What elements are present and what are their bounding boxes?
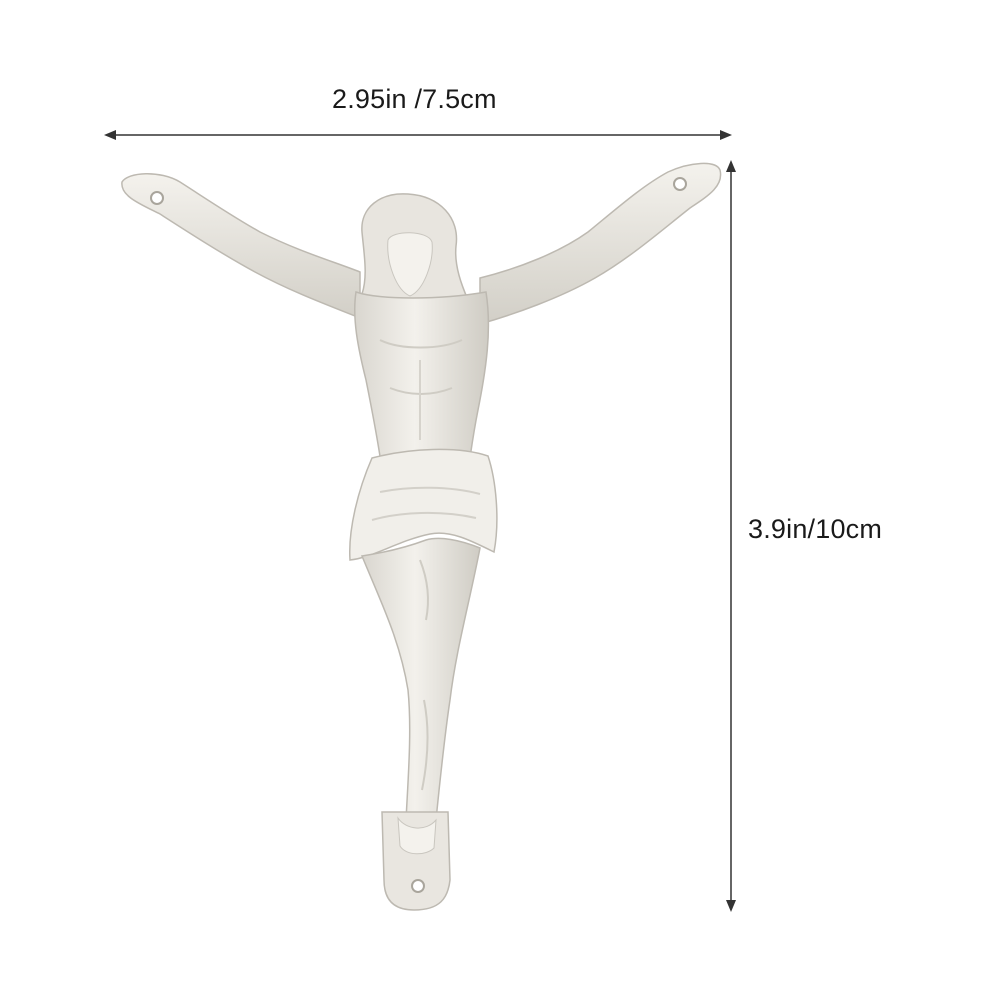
height-dimension-arrow xyxy=(726,160,736,912)
height-dimension-label: 3.9in/10cm xyxy=(748,514,883,544)
crucifix-head xyxy=(361,193,470,313)
crucifix-loincloth xyxy=(348,448,498,561)
crucifix-torso xyxy=(353,291,490,471)
width-dimension-arrow xyxy=(104,130,732,140)
crucifix-left-arm xyxy=(121,173,361,320)
crucifix-base-tab xyxy=(381,811,451,911)
width-dimension-label: 2.95in /7.5cm xyxy=(332,84,497,114)
crucifix-right-arm xyxy=(479,162,722,325)
crucifix-legs xyxy=(360,537,481,821)
